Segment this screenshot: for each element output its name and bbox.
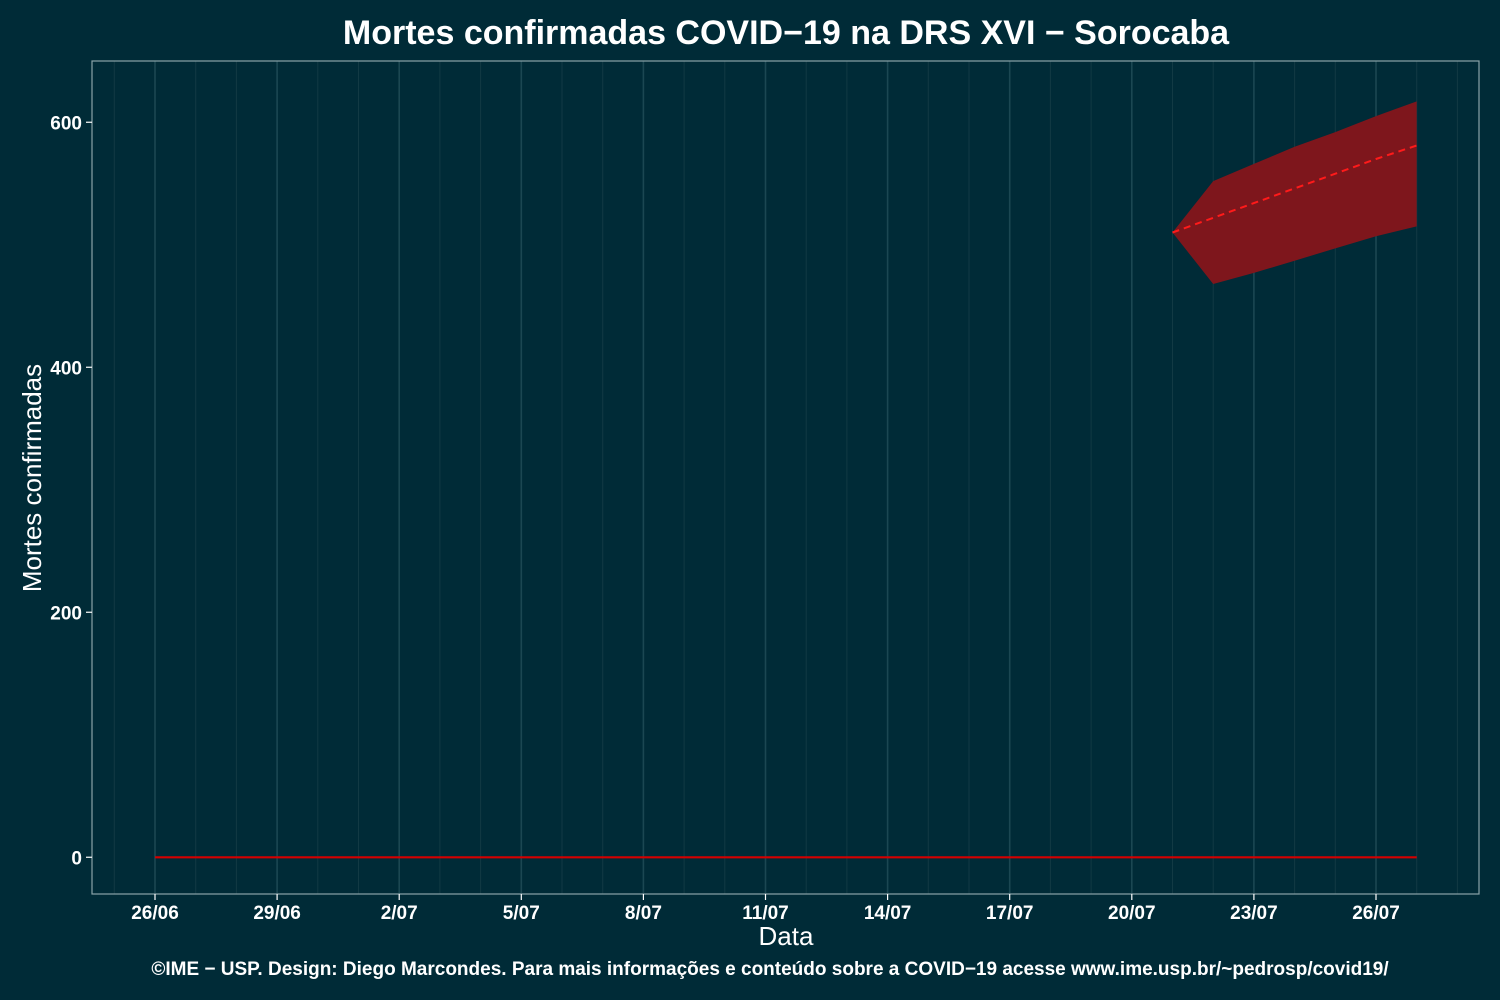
- y-axis: 0 200 400 600: [50, 113, 92, 869]
- y-tick-label: 600: [50, 113, 82, 134]
- x-tick-label: 14/07: [864, 903, 912, 924]
- y-tick-label: 0: [71, 848, 82, 869]
- x-tick-label: 17/07: [986, 903, 1034, 924]
- forecast-line: [1172, 144, 1418, 234]
- x-axis-title: Data: [759, 921, 814, 951]
- chart-title: Mortes confirmadas COVID−19 na DRS XVI −…: [343, 14, 1230, 52]
- y-axis-title: Mortes confirmadas: [17, 364, 47, 592]
- confidence-band: [1172, 101, 1417, 285]
- x-tick-label: 23/07: [1230, 903, 1278, 924]
- x-axis: 26/06 29/06 2/07 5/07 8/07 11/07 14/07 17/07 20/…: [131, 894, 1400, 924]
- confidence-band-layer: [1172, 101, 1417, 285]
- x-tick-label: 11/07: [742, 903, 789, 924]
- x-tick-label: 20/07: [1108, 903, 1156, 924]
- y-tick-label: 200: [50, 603, 82, 624]
- x-tick-label: 26/07: [1352, 903, 1400, 924]
- caption: ©IME − USP. Design: Diego Marcondes. Par…: [151, 959, 1389, 980]
- y-tick-label: 400: [50, 358, 82, 379]
- x-tick-label: 8/07: [625, 903, 662, 924]
- x-tick-label: 26/06: [131, 903, 179, 924]
- grid: [113, 61, 1458, 894]
- x-tick-label: 29/06: [253, 903, 301, 924]
- x-tick-label: 5/07: [503, 903, 540, 924]
- plot-panel-border: [91, 60, 1480, 895]
- series-layer: [155, 144, 1418, 859]
- x-tick-label: 2/07: [381, 903, 418, 924]
